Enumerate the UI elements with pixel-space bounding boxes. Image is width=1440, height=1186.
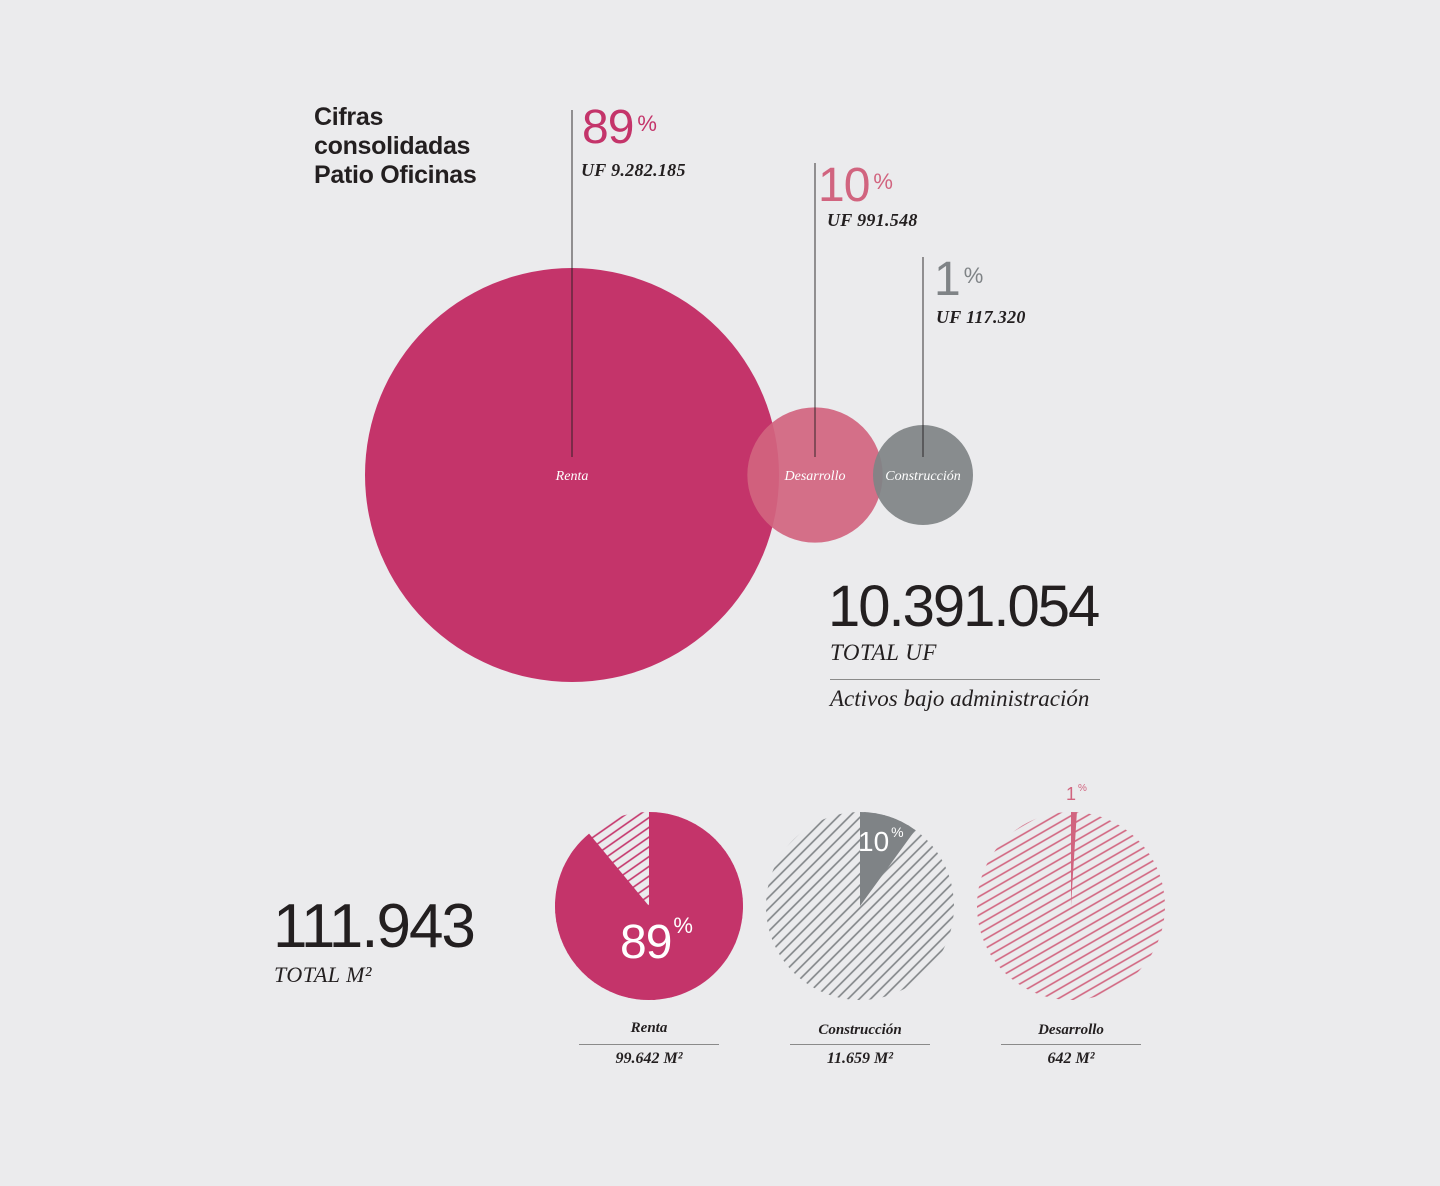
pie-desarrollo <box>977 812 1165 1000</box>
pie-renta-percent: 89% <box>620 913 693 969</box>
pie-construccion-percent: 10% <box>858 824 904 857</box>
pie-renta-area: 99.642 M² <box>615 1050 683 1067</box>
pie-slice-construccion <box>860 812 916 906</box>
bubble-renta <box>365 268 779 682</box>
desarrollo-uf-value: UF 991.548 <box>827 210 918 230</box>
pie-desarrollo-divider <box>1001 1044 1141 1045</box>
assets-under-management-label: Activos bajo administración <box>830 686 1090 711</box>
total-m2-label: TOTAL M² <box>274 962 373 987</box>
pie-renta-divider <box>579 1044 719 1045</box>
bubble-labels: Renta Desarrollo Construcción <box>555 469 961 484</box>
pie-construccion <box>766 812 954 1000</box>
pie-renta <box>554 812 743 1001</box>
total-uf-divider <box>830 679 1100 680</box>
pie-desarrollo-percent: 1% <box>1066 783 1087 804</box>
page-title: Cifras consolidadas Patio Oficinas <box>314 103 477 189</box>
pie-desarrollo-area: 642 M² <box>1047 1050 1095 1067</box>
pie-construccion-category: Construcción <box>818 1022 902 1038</box>
pie-renta-category: Renta <box>630 1020 668 1036</box>
bubble-label-renta: Renta <box>555 469 589 484</box>
pie-group <box>554 812 1165 1001</box>
pie-slice-desarrollo <box>1071 812 1077 906</box>
construccion-uf-value: UF 117.320 <box>936 307 1026 327</box>
bubble-construccion <box>873 425 973 525</box>
bubble-label-construccion: Construcción <box>885 469 960 484</box>
total-uf-label: TOTAL UF <box>830 640 937 665</box>
pie-desarrollo-category: Desarrollo <box>1038 1022 1104 1038</box>
bubble-label-desarrollo: Desarrollo <box>784 469 846 484</box>
construccion-percent: 1% <box>934 253 983 306</box>
bubble-group <box>365 268 973 682</box>
desarrollo-percent: 10% <box>818 159 893 212</box>
total-m2-value: 111.943 <box>273 892 476 961</box>
leader-lines <box>571 110 924 457</box>
total-uf-value: 10.391.054 <box>828 574 1100 639</box>
pie-slice-renta <box>554 812 743 1001</box>
bubble-desarrollo <box>747 407 883 543</box>
renta-percent: 89% <box>582 101 657 154</box>
pie-construccion-divider <box>790 1044 930 1045</box>
pie-construccion-area: 11.659 M² <box>826 1050 894 1067</box>
renta-uf-value: UF 9.282.185 <box>581 160 686 180</box>
